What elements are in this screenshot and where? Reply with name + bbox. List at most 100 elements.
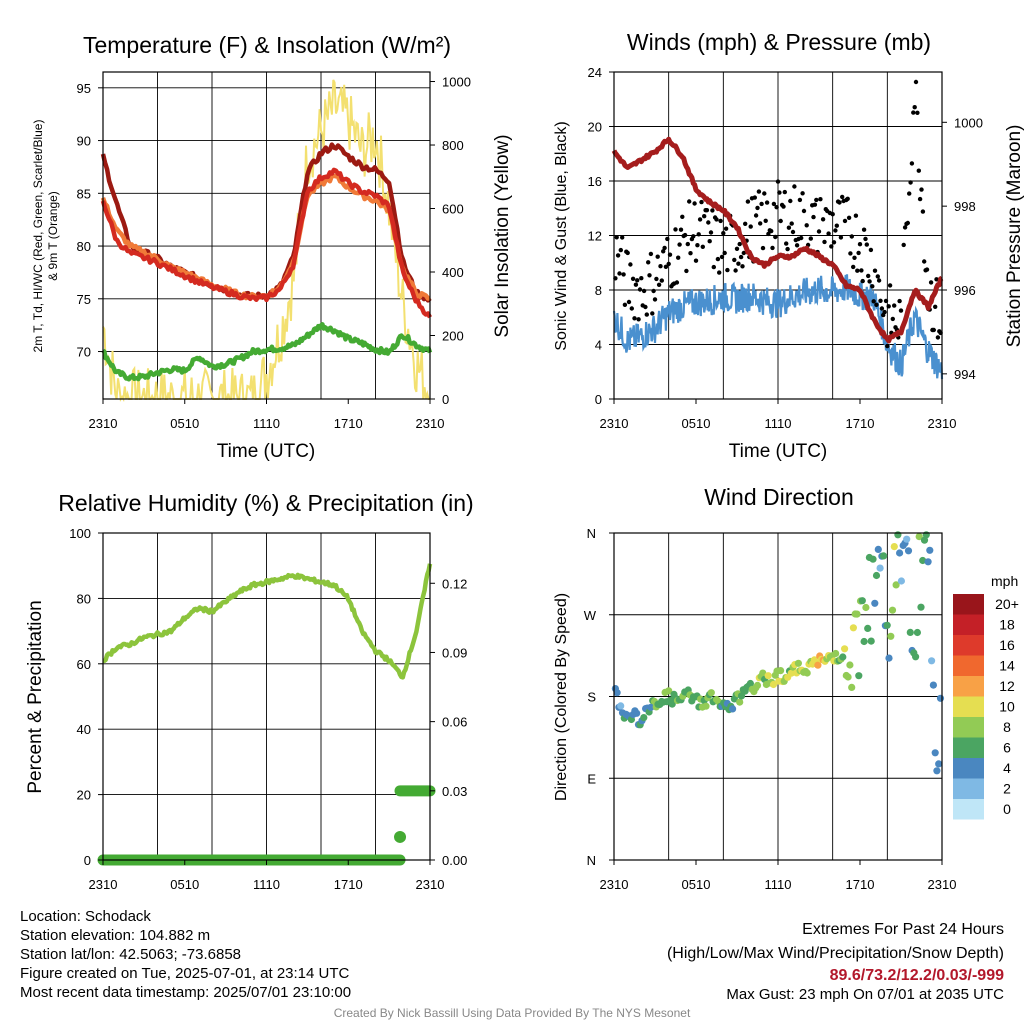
direction-y-label: Direction (Colored By Speed) — [553, 593, 570, 801]
precip-y-tick-label: 0.00 — [442, 853, 467, 868]
humidity-x-tick-label: 2310 — [416, 877, 445, 892]
direction-dot — [844, 673, 852, 681]
gust-dot — [655, 254, 660, 259]
insolation-y-tick-label: 400 — [442, 265, 464, 280]
direction-x-tick-label: 0510 — [682, 877, 711, 892]
gust-dot — [875, 274, 880, 279]
direction-dot — [876, 564, 884, 572]
gust-dot — [658, 264, 663, 269]
direction-dot — [848, 683, 856, 692]
gust-dot — [763, 218, 768, 223]
direction-y-ticks: N E S W N — [584, 526, 614, 868]
gust-dot — [800, 191, 805, 196]
speed-legend-swatch — [953, 635, 984, 656]
direction-y-tick-label: N — [587, 853, 596, 868]
gust-dot — [811, 214, 816, 220]
temperature-y-ticks-right: 0 200 400 600 800 1000 — [430, 75, 471, 407]
gust-dot — [838, 235, 844, 240]
winds-y-tick-label: 16 — [588, 174, 602, 189]
extremes-title: Extremes For Past 24 Hours — [802, 921, 1004, 938]
direction-dot — [890, 543, 898, 551]
gust-dot — [752, 195, 757, 200]
gust-dot — [680, 214, 685, 219]
gust-dot — [890, 316, 895, 322]
gust-dot — [696, 232, 701, 237]
gust-dot — [687, 199, 692, 204]
temperature-x-label: Time (UTC) — [217, 441, 316, 462]
humidity-y-tick-label: 0 — [84, 853, 91, 868]
gust-dot — [933, 304, 938, 309]
temperature-y-tick-label: 90 — [77, 134, 91, 149]
humidity-x-tick-label: 0510 — [170, 877, 199, 892]
direction-dot — [933, 767, 941, 775]
direction-dot — [841, 645, 849, 653]
gust-dot — [688, 251, 693, 256]
gust-dot — [699, 199, 704, 205]
temperature-title: Temperature (F) & Insolation (W/m²) — [83, 32, 451, 58]
gust-dot — [804, 223, 809, 228]
gust-dot — [745, 199, 751, 204]
winds-x-tick-label: 2310 — [928, 416, 957, 431]
direction-y-tick-label: N — [587, 526, 596, 541]
gust-dot — [770, 245, 775, 251]
direction-dot — [855, 672, 863, 680]
gust-dot — [737, 241, 742, 247]
pressure-line — [611, 136, 944, 344]
gust-dot — [621, 272, 626, 277]
extremes-info: Extremes For Past 24 Hours (High/Low/Max… — [667, 918, 1004, 1004]
gust-dot — [718, 218, 723, 224]
gust-dot — [706, 220, 711, 225]
gust-dot — [777, 190, 782, 195]
gust-dot — [781, 204, 786, 209]
gust-dot — [905, 220, 910, 226]
speed-legend-swatch — [953, 758, 984, 779]
winds-y-label: Sonic Wind & Gust (Blue, Black) — [553, 121, 570, 350]
temperature-y-tick-label: 70 — [77, 345, 91, 360]
gust-dot — [879, 306, 885, 311]
direction-dot — [912, 653, 920, 661]
winds-x-tick-label: 1110 — [765, 416, 792, 431]
gust-dot — [794, 243, 800, 248]
direction-dot — [858, 597, 866, 605]
humidity-y-tick-label: 80 — [77, 591, 91, 606]
temperature-y-tick-label: 95 — [77, 81, 91, 96]
speed-legend-swatch — [953, 696, 984, 717]
direction-dot — [803, 669, 811, 677]
speed-legend-label: 4 — [1003, 760, 1011, 776]
gust-dot — [667, 252, 673, 257]
gust-dot — [874, 302, 879, 307]
gust-dot — [898, 308, 904, 313]
direction-dot — [839, 653, 847, 661]
speed-legend-label: 10 — [999, 699, 1015, 715]
sonic-wind-line — [612, 274, 944, 380]
gust-dot — [916, 168, 921, 173]
humidity-y-label: Percent & Precipitation — [25, 600, 46, 793]
gust-dot — [872, 268, 878, 273]
gust-dot — [691, 234, 696, 239]
gust-dot — [736, 261, 741, 266]
direction-dot — [924, 558, 932, 566]
gust-dot — [719, 254, 725, 260]
gust-dot — [663, 264, 669, 269]
speed-legend-label: 2 — [1003, 781, 1011, 797]
humidity-y-tick-label: 20 — [77, 788, 91, 803]
gust-dot — [934, 277, 939, 282]
gust-dot — [740, 264, 745, 269]
direction-dot — [883, 621, 891, 629]
winds-panel: Winds (mph) & Pressure (mb) 2310 0510 1110… — [553, 29, 1024, 462]
winds-y-tick-label: 12 — [588, 229, 602, 244]
gust-dot — [759, 201, 764, 207]
gust-dot — [626, 299, 632, 305]
gust-dot — [732, 257, 737, 263]
gust-dot — [882, 309, 887, 315]
direction-dot — [896, 549, 904, 557]
gust-dot — [734, 246, 740, 251]
gust-dot — [678, 227, 684, 232]
direction-dot — [702, 702, 710, 710]
speed-legend-label: 18 — [999, 617, 1015, 633]
direction-dot — [613, 689, 621, 697]
